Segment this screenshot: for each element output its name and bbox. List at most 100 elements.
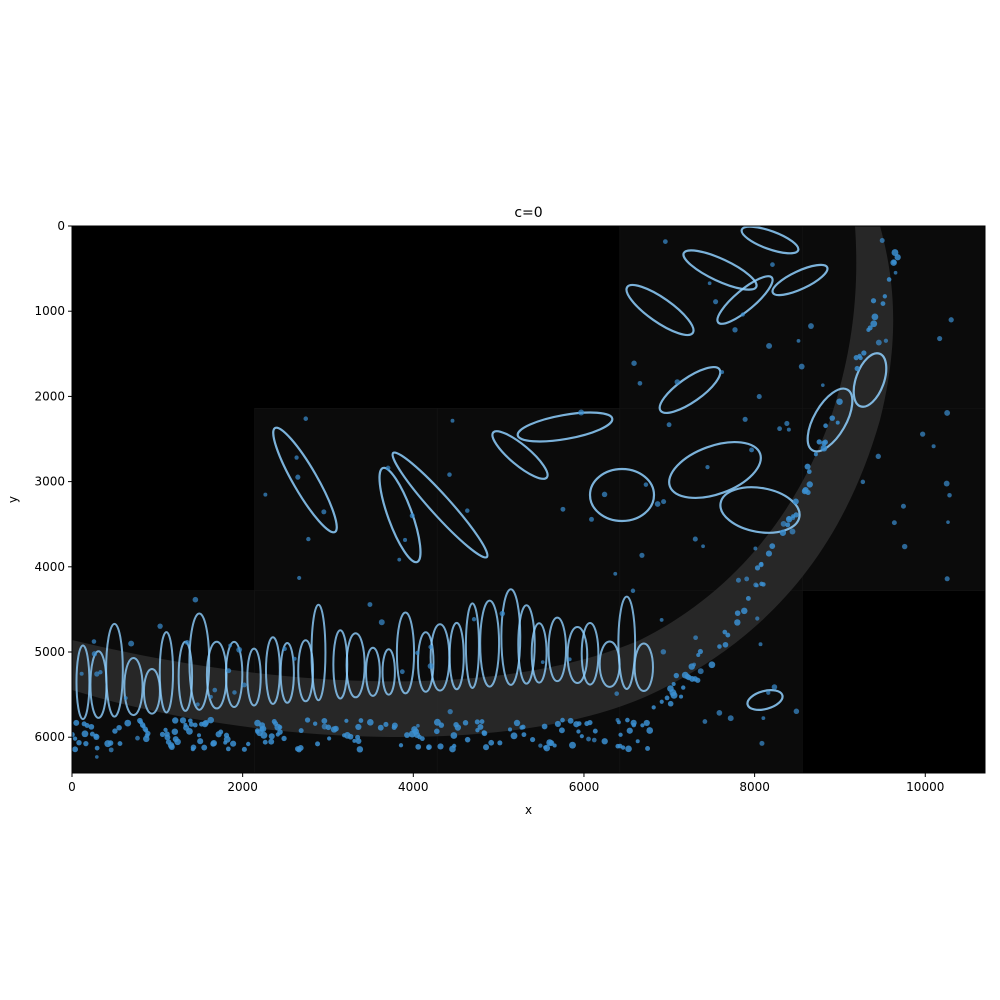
nucleus [93, 733, 100, 740]
villus-outline [448, 621, 465, 691]
nucleus [303, 416, 309, 421]
nucleus [586, 736, 591, 742]
nucleus [708, 661, 716, 669]
nucleus [769, 543, 776, 550]
nucleus [697, 668, 704, 675]
villus-outline [530, 622, 548, 684]
nucleus [507, 727, 513, 732]
nucleus [734, 610, 741, 616]
nucleus [228, 643, 232, 648]
nucleus [163, 727, 168, 732]
nucleus [462, 720, 469, 726]
nucleus [434, 728, 440, 735]
nucleus [943, 480, 950, 487]
nucleus [321, 509, 327, 515]
nucleus [893, 270, 898, 275]
x-tick-label: 8000 [739, 780, 770, 794]
villus-outline [310, 603, 327, 702]
nucleus [946, 520, 950, 524]
nucleus [321, 723, 328, 730]
villus-outline [345, 632, 366, 699]
y-axis-ticks: 0 1000 2000 3000 4000 5000 6000 [34, 219, 72, 744]
nucleus [692, 662, 697, 667]
nucleus [420, 736, 425, 742]
nucleus [315, 741, 321, 747]
nucleus [464, 736, 471, 743]
nucleus [727, 715, 734, 722]
nucleus [408, 730, 416, 738]
nucleus [613, 571, 618, 576]
nucleus [777, 426, 782, 432]
nucleus [860, 479, 866, 485]
nucleus [377, 724, 384, 731]
nucleus [195, 702, 200, 707]
cell-outline [272, 426, 338, 534]
nucleus [620, 745, 626, 750]
nucleus [732, 327, 738, 333]
nucleus [481, 730, 488, 737]
nucleus [352, 738, 357, 743]
axes-frame [71, 225, 986, 774]
nucleus [756, 394, 762, 400]
nucleus [72, 736, 78, 741]
nucleus [802, 486, 809, 494]
nucleus [184, 639, 190, 645]
nucleus [618, 732, 623, 737]
nucleus [135, 735, 140, 741]
nucleus [479, 719, 485, 724]
nucleus [681, 685, 686, 690]
villus-outline [381, 648, 396, 696]
nucleus [497, 740, 503, 746]
nucleus [543, 744, 551, 752]
nucleus [696, 653, 701, 658]
nucleus [188, 721, 194, 727]
nucleus [759, 740, 765, 746]
nucleus [447, 472, 452, 477]
nucleus [722, 629, 728, 635]
nucleus [659, 617, 664, 622]
nucleus [275, 732, 280, 737]
nucleus [829, 415, 836, 421]
cell-outline [682, 249, 758, 291]
nucleus [820, 444, 828, 452]
nucleus [573, 721, 580, 728]
nucleus [499, 610, 506, 617]
nucleus [246, 741, 251, 747]
nucleus [560, 717, 565, 723]
villus-outline [580, 621, 600, 686]
villus-outline [547, 616, 568, 683]
nucleus [654, 501, 661, 507]
nucleus [409, 513, 415, 519]
nucleus [947, 492, 952, 498]
cell-outline [658, 366, 722, 414]
nucleus [124, 719, 132, 727]
nucleus [745, 595, 751, 601]
nucleus [643, 482, 649, 487]
nucleus [793, 708, 800, 715]
nucleus [948, 317, 954, 323]
image-tile [436, 408, 621, 591]
nucleus [454, 724, 462, 731]
nucleus [678, 694, 684, 699]
nucleus [798, 363, 805, 370]
tissue-wall [72, 226, 894, 738]
y-tick-label: 6000 [34, 730, 65, 744]
villus-outline [246, 647, 262, 707]
nucleus [88, 723, 95, 730]
nucleus [791, 516, 796, 520]
image-tile [254, 408, 438, 591]
nucleus [541, 723, 548, 730]
nucleus [664, 695, 670, 701]
nucleus [306, 536, 311, 542]
nucleus [488, 739, 495, 746]
nucleus [304, 717, 311, 723]
nucleus [823, 423, 828, 429]
nucleus [796, 338, 801, 343]
nucleus [944, 576, 950, 582]
nucleus [471, 617, 477, 622]
nucleus [538, 743, 543, 748]
villus-outline [123, 657, 144, 717]
nucleus [601, 738, 608, 745]
nucleus [89, 731, 95, 737]
nucleus [510, 732, 518, 740]
